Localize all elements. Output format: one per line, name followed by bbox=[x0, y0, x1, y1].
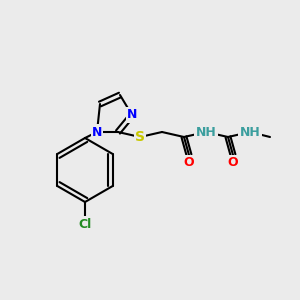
Text: O: O bbox=[228, 157, 238, 169]
Text: NH: NH bbox=[196, 125, 216, 139]
Text: S: S bbox=[135, 130, 145, 144]
Text: N: N bbox=[127, 109, 137, 122]
Text: O: O bbox=[184, 157, 194, 169]
Text: N: N bbox=[92, 125, 102, 139]
Text: Cl: Cl bbox=[78, 218, 92, 230]
Text: NH: NH bbox=[240, 125, 260, 139]
